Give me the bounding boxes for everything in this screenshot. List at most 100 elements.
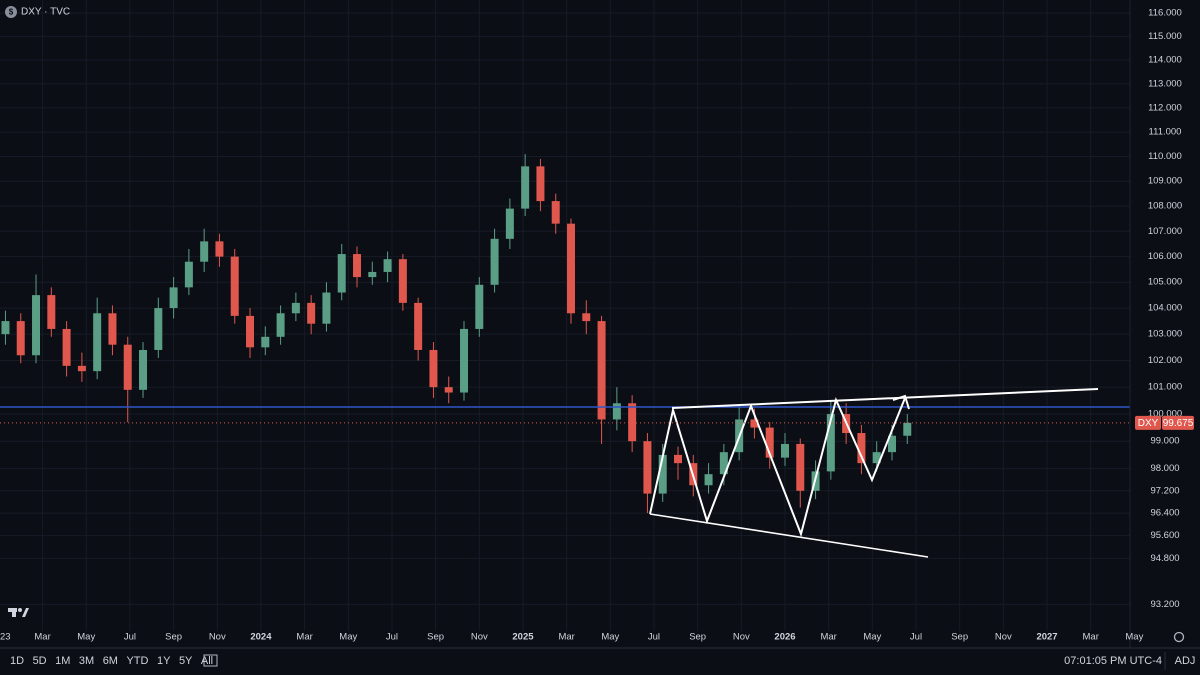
y-tick-label: 106.000: [1148, 251, 1182, 262]
x-tick-label: Sep: [951, 632, 968, 643]
range-button[interactable]: All: [201, 655, 213, 667]
candle-body: [62, 328, 71, 366]
x-tick-label: Sep: [689, 632, 706, 643]
clock: 07:01:05 PM UTC-4: [1064, 655, 1162, 667]
x-tick-label: Mar: [296, 632, 312, 643]
x-tick-label: Sep: [165, 632, 182, 643]
candle-body: [139, 349, 148, 390]
x-tick-label: Mar: [34, 632, 50, 643]
candle-body: [460, 328, 469, 393]
y-tick-label: 95.600: [1150, 530, 1179, 541]
candle-body: [77, 365, 86, 372]
y-tick-label: 105.000: [1148, 277, 1182, 288]
adj[interactable]: ADJ: [1175, 655, 1196, 667]
x-tick-label: May: [1125, 632, 1143, 643]
x-tick-label: 2027: [1036, 632, 1057, 643]
grid: [0, 0, 1135, 631]
range-button[interactable]: 3M: [79, 655, 94, 667]
candle-body: [796, 443, 805, 491]
x-tick-label: May: [601, 632, 619, 643]
y-tick-label: 103.000: [1148, 329, 1182, 340]
y-tick-label: 108.000: [1148, 201, 1182, 212]
trend-line: [671, 388, 1099, 409]
candle-body: [383, 259, 392, 272]
price-tag: DXY 99.675: [1135, 415, 1194, 430]
candle-body: [47, 295, 56, 329]
y-tick-label: 114.000: [1148, 55, 1182, 66]
y-tick-label: 96.400: [1150, 508, 1179, 519]
arrow-head: [892, 394, 910, 410]
candle-body: [154, 308, 163, 350]
x-tick-label: Jul: [910, 632, 922, 643]
candle-body: [628, 403, 637, 442]
x-tick-label: May: [339, 632, 357, 643]
symbol-icon: [5, 6, 17, 18]
candle-body: [123, 344, 132, 390]
y-tick-label: 98.000: [1150, 463, 1179, 474]
range-button[interactable]: 1Y: [157, 655, 171, 667]
price-axis: [1130, 0, 1200, 648]
y-tick-label: 93.200: [1150, 599, 1179, 610]
y-tick-label: 109.000: [1148, 176, 1182, 187]
candle-body: [230, 256, 239, 316]
y-tick-label: 116.000: [1148, 8, 1182, 19]
candle-body: [108, 313, 117, 345]
toolbar: 07:01:05 PM UTC-4 ADJ 1D 5D 1M 3M 6M YTD 1Y 5Y A…: [10, 652, 1195, 670]
y-tick-label: 94.800: [1150, 553, 1179, 564]
candle-body: [536, 166, 545, 202]
range-button[interactable]: 1D: [10, 655, 24, 667]
tag-price: 99.675: [1163, 418, 1194, 429]
y-tick-label: 101.000: [1148, 382, 1182, 393]
x-tick-label: 2024: [250, 632, 272, 643]
candle-body: [93, 313, 102, 372]
candle-body: [215, 241, 224, 257]
candle-body: [414, 302, 423, 350]
x-tick-label: Mar: [1083, 632, 1099, 643]
tag-box: [1162, 415, 1194, 430]
candle-body: [353, 254, 362, 278]
candle-body: [337, 254, 346, 293]
header[interactable]: DXY · TVC: [21, 7, 70, 18]
y-tick-label: 110.000: [1148, 151, 1182, 162]
range-button[interactable]: 6M: [103, 655, 118, 667]
candle-body: [826, 414, 835, 472]
candle-body: [16, 321, 25, 356]
x-tick-label: 2025: [512, 632, 534, 643]
zigzag: [649, 397, 906, 538]
x-tick-label: Sep: [427, 632, 444, 643]
range-button[interactable]: YTD: [126, 655, 148, 667]
x-tick-label: Nov: [995, 632, 1012, 643]
range-button[interactable]: 5D: [33, 655, 47, 667]
candle-body: [674, 454, 682, 464]
candle-body: [857, 433, 866, 464]
candle-body: [567, 223, 576, 314]
candle-body: [246, 315, 255, 348]
x-tick-label: Nov: [733, 632, 750, 643]
candle-body: [551, 201, 560, 224]
candle-body: [765, 427, 774, 458]
candle-body: [322, 292, 331, 324]
candle-body: [261, 336, 270, 348]
candle-body: [780, 443, 789, 458]
y-tick-label: 115.000: [1148, 31, 1182, 42]
tag-symbol: DXY: [1138, 418, 1159, 429]
candle-body: [872, 452, 881, 464]
x-tick-label: Mar: [558, 632, 574, 643]
range-button[interactable]: 5Y: [179, 655, 193, 667]
candle-body: [750, 419, 759, 428]
date-range-icon[interactable]: [203, 654, 218, 667]
drawings: [649, 388, 1099, 558]
candle-body: [32, 295, 41, 356]
candle-body: [291, 302, 300, 314]
settings[interactable]: [1173, 631, 1185, 643]
candle-body: [398, 259, 407, 303]
range-button[interactable]: 1M: [55, 655, 70, 667]
y-tick-label: 99.000: [1150, 436, 1179, 447]
candle-body: [368, 271, 377, 278]
x-tick-label: Jul: [124, 632, 136, 643]
candle-body: [582, 313, 591, 322]
y-tick-label: 113.000: [1148, 78, 1182, 89]
candle-body: [643, 441, 652, 494]
